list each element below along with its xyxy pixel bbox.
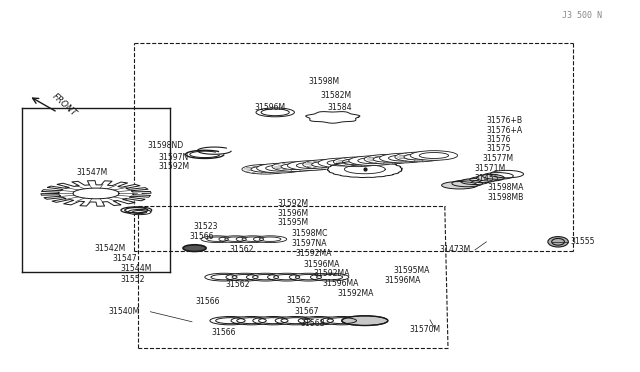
Text: 31596M: 31596M [255,103,286,112]
Text: 31562: 31562 [225,280,250,289]
Text: 31595MA: 31595MA [394,266,430,275]
Text: 31567: 31567 [294,307,319,316]
Text: 31592MA: 31592MA [338,289,374,298]
Text: 31576+A: 31576+A [486,126,522,135]
Text: J3 500 N: J3 500 N [562,12,602,20]
Ellipse shape [256,108,294,117]
Text: 31523: 31523 [193,222,218,231]
Ellipse shape [226,273,264,281]
Text: 31540M: 31540M [109,307,140,316]
Ellipse shape [257,163,304,173]
Ellipse shape [253,236,287,243]
Text: 31576: 31576 [486,135,511,144]
Text: 31596M: 31596M [278,209,309,218]
Text: 31575: 31575 [486,144,511,153]
Text: 31562: 31562 [287,296,311,305]
Ellipse shape [275,317,316,325]
Text: 31555: 31555 [571,237,595,246]
Text: 31473M: 31473M [439,246,470,254]
Ellipse shape [268,273,306,281]
Text: 31577M: 31577M [483,154,514,163]
Text: 31562: 31562 [229,246,253,254]
Ellipse shape [210,317,251,325]
Text: 31576+B: 31576+B [486,116,522,125]
Ellipse shape [253,317,294,325]
Text: 31455: 31455 [475,174,499,183]
Text: 31598MC: 31598MC [292,229,328,238]
Text: 31592M: 31592M [159,162,190,171]
Ellipse shape [333,157,381,167]
Ellipse shape [246,273,285,281]
Ellipse shape [548,237,568,247]
Text: 31592MA: 31592MA [296,249,332,258]
Text: 31598MB: 31598MB [488,193,524,202]
Text: 31542M: 31542M [95,244,126,253]
Text: 31566: 31566 [189,232,214,241]
Ellipse shape [272,162,319,171]
Ellipse shape [395,152,442,162]
Ellipse shape [318,158,365,168]
Text: 31552: 31552 [120,275,145,283]
Text: 31592MA: 31592MA [314,269,350,278]
Text: 31584: 31584 [328,103,352,112]
Text: 31595M: 31595M [278,218,309,227]
Text: 31547M: 31547M [77,169,108,177]
Text: 31582M: 31582M [320,92,351,100]
Ellipse shape [476,174,504,181]
Ellipse shape [410,151,458,160]
Ellipse shape [121,207,152,214]
Text: 31547: 31547 [112,254,136,263]
Text: 31571M: 31571M [475,164,506,173]
Ellipse shape [298,317,339,325]
Ellipse shape [349,156,396,166]
Ellipse shape [289,273,328,281]
Text: 31566: 31566 [195,297,220,306]
Ellipse shape [303,160,350,169]
Ellipse shape [128,209,151,215]
Text: 31597NA: 31597NA [292,239,327,248]
Text: 31596MA: 31596MA [323,279,359,288]
Ellipse shape [201,236,234,243]
Ellipse shape [321,317,362,325]
Text: 31598ND: 31598ND [147,141,184,150]
Text: 31568: 31568 [301,319,325,328]
Text: 31592M: 31592M [278,199,309,208]
Ellipse shape [219,236,252,243]
Text: FRONT: FRONT [50,92,78,118]
Ellipse shape [242,164,289,174]
Text: 31566: 31566 [211,328,236,337]
Polygon shape [327,161,403,177]
Ellipse shape [231,317,272,325]
Text: 31597N: 31597N [159,153,189,162]
Text: 31596MA: 31596MA [303,260,340,269]
Ellipse shape [205,273,243,281]
Text: 31570M: 31570M [410,325,441,334]
Text: 31598MA: 31598MA [488,183,524,192]
Text: 31544M: 31544M [120,264,152,273]
Ellipse shape [310,273,349,281]
Text: 31598M: 31598M [308,77,340,86]
Ellipse shape [287,161,335,170]
Ellipse shape [380,153,427,163]
Ellipse shape [364,154,412,164]
Text: 31596MA: 31596MA [384,276,420,285]
Ellipse shape [236,236,269,243]
Polygon shape [41,181,151,206]
Ellipse shape [342,316,388,326]
Ellipse shape [442,182,477,189]
Ellipse shape [183,245,206,251]
